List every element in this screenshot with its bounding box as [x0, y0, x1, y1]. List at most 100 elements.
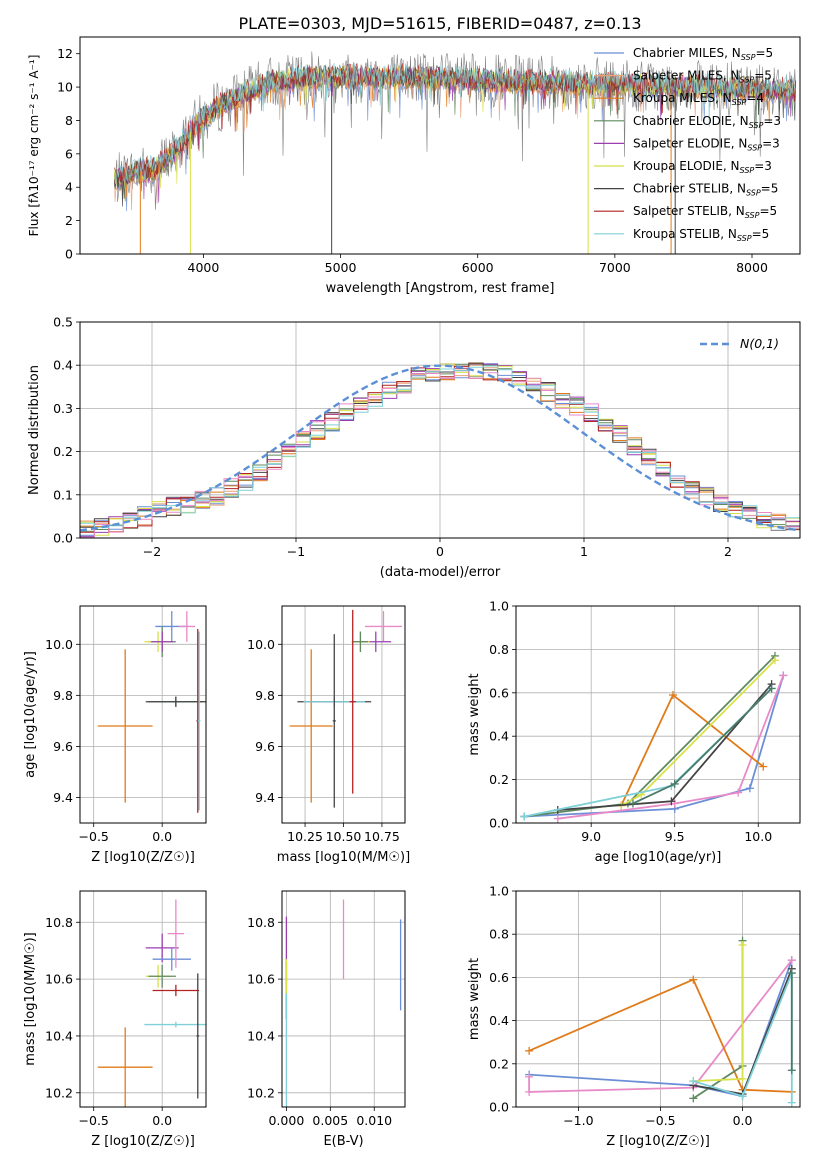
grid-lines — [282, 606, 405, 823]
weight-series-line — [693, 945, 744, 1082]
panel-spectrum: 4000 5000 6000 7000 8000 0 2 4 6 8 10 12 wavelength … — [27, 36, 801, 296]
x-tick-label: 7000 — [599, 260, 631, 275]
x-tick-label: 6000 — [462, 260, 494, 275]
axes-frame — [281, 605, 406, 824]
x-axis-label: Z [log10(Z/Z☉)] — [606, 1134, 710, 1149]
model-spectrum-line — [114, 62, 796, 184]
y-tick-label: 9.4 — [255, 790, 275, 805]
x-axis-label: (data-model)/error — [380, 565, 501, 580]
x-tick-label: 0.0 — [152, 829, 172, 844]
panel-mass-vs-EBV: 0.000 0.005 0.010 10.2 10.4 10.6 10.8 E(B-V) — [247, 890, 406, 1149]
model-spectrum-line — [113, 65, 796, 203]
plot-area — [97, 611, 206, 813]
panel-age-vs-mass: 10.25 10.50 10.75 9.4 9.6 9.8 10.0 mass [log10(… — [247, 605, 410, 865]
legend-label: Chabrier STELIB, NSSP=5 — [633, 182, 778, 198]
x-axis-label: Z [log10(Z/Z☉)] — [91, 850, 195, 865]
y-tick-label: 10.0 — [247, 637, 275, 652]
legend-label: Salpeter MILES, NSSP=5 — [633, 69, 772, 85]
x-axis-label: wavelength [Angstrom, rest frame] — [326, 281, 555, 296]
grid-lines — [516, 605, 800, 824]
y-tick-label: 0.4 — [489, 729, 509, 744]
y-tick-label: 10.6 — [45, 972, 73, 987]
y-axis-label: Normed distribution — [27, 365, 42, 495]
x-axis-label: age [log10(age/yr)] — [595, 850, 722, 865]
x-axis-label: mass [log10(M/M☉)] — [277, 850, 410, 865]
weight-series-line — [529, 959, 793, 1098]
y-tick-label: 10.4 — [45, 1028, 73, 1043]
plot-area — [97, 899, 206, 1107]
errorbar-point — [144, 1021, 206, 1028]
x-tick-label: 0.0 — [152, 1113, 172, 1128]
weight-point-marker — [787, 1098, 796, 1107]
errorbar-point — [152, 984, 200, 997]
errorbar-point — [97, 649, 153, 803]
y-axis-label: mass [log10(M/M☉)] — [23, 932, 38, 1065]
x-tick-label: 0.010 — [356, 1113, 392, 1128]
weight-point-marker — [689, 1094, 698, 1103]
errorbar-point — [151, 631, 174, 652]
axes-frame — [515, 890, 801, 1108]
axes-frame — [79, 890, 207, 1108]
y-tick-label: 10.6 — [247, 972, 275, 987]
legend-label: Salpeter ELODIE, NSSP=3 — [633, 136, 780, 152]
y-tick-label: 0.2 — [489, 772, 509, 787]
legend-label: Salpeter STELIB, NSSP=5 — [633, 204, 777, 220]
y-tick-label: 0.0 — [489, 816, 509, 831]
weight-point-marker — [628, 799, 637, 808]
weight-series-line — [557, 675, 785, 820]
x-tick-label: −1.0 — [563, 1113, 593, 1128]
y-tick-label: 8 — [65, 113, 73, 128]
x-tick-label: 8000 — [736, 260, 768, 275]
y-tick-label: 0.8 — [489, 642, 509, 657]
y-tick-label: 10.0 — [45, 637, 73, 652]
weight-point-marker — [667, 797, 676, 806]
y-tick-label: 10.8 — [45, 915, 73, 930]
y-axis-label: age [log10(age/yr)] — [23, 651, 38, 778]
grid-lines — [80, 891, 206, 1107]
y-tick-label: 10.4 — [247, 1028, 275, 1043]
axes-frame — [281, 890, 406, 1108]
y-axis-label: mass weight — [467, 673, 482, 755]
errorbar-point — [196, 973, 200, 1099]
x-tick-label: 0.005 — [312, 1113, 348, 1128]
weight-point-marker — [738, 941, 747, 949]
errorbar-point — [145, 696, 206, 707]
weight-point-marker — [787, 956, 796, 965]
x-tick-label: 10.50 — [326, 829, 362, 844]
y-tick-label: 10.2 — [45, 1085, 73, 1100]
y-tick-label: 0.2 — [53, 444, 73, 459]
weight-point-marker — [525, 1087, 534, 1096]
y-tick-label: 12 — [57, 46, 73, 61]
x-tick-label: 1 — [580, 544, 588, 559]
x-tick-label: −2 — [143, 544, 161, 559]
x-tick-label: −1 — [287, 544, 305, 559]
errorbar-point — [152, 947, 191, 971]
x-tick-label: 0.000 — [268, 1113, 304, 1128]
legend-label: Kroupa MILES, NSSP=4 — [633, 91, 764, 107]
x-tick-label: 9.5 — [665, 829, 685, 844]
y-tick-label: 0.8 — [489, 927, 509, 942]
x-tick-label: −0.5 — [79, 1113, 109, 1128]
axes-frame — [79, 321, 801, 539]
weight-point-marker — [770, 656, 779, 665]
errorbar-point — [178, 611, 196, 642]
y-tick-label: 0.2 — [489, 1056, 509, 1071]
x-tick-label: 2 — [724, 544, 732, 559]
errorbar-point — [197, 631, 201, 811]
x-tick-label: 10.75 — [364, 829, 400, 844]
weight-point-marker — [759, 762, 768, 771]
x-tick-label: 10.25 — [287, 829, 323, 844]
weight-point-marker — [553, 814, 562, 823]
y-tick-label: 1.0 — [489, 884, 509, 899]
y-tick-label: 6 — [65, 146, 73, 161]
x-tick-label: 10.0 — [744, 829, 772, 844]
y-tick-label: 0.1 — [53, 487, 73, 502]
errorbar-point — [365, 611, 402, 642]
weight-point-marker — [787, 969, 796, 978]
y-tick-label: 0.0 — [53, 531, 73, 546]
legend-label: N(0,1) — [740, 336, 779, 351]
y-tick-label: 0 — [65, 247, 73, 262]
weight-point-marker — [767, 684, 776, 693]
y-tick-label: 10.8 — [247, 915, 275, 930]
errorbar-point — [167, 899, 185, 968]
